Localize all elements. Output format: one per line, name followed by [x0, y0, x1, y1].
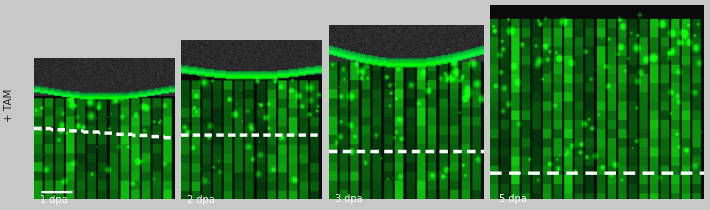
- Text: 5 dpa: 5 dpa: [499, 194, 527, 204]
- Text: + TAM: + TAM: [4, 88, 13, 122]
- Text: 2 dpa: 2 dpa: [187, 195, 214, 205]
- Text: 1 dpa: 1 dpa: [40, 195, 67, 205]
- Text: 3 dpa: 3 dpa: [334, 194, 362, 204]
